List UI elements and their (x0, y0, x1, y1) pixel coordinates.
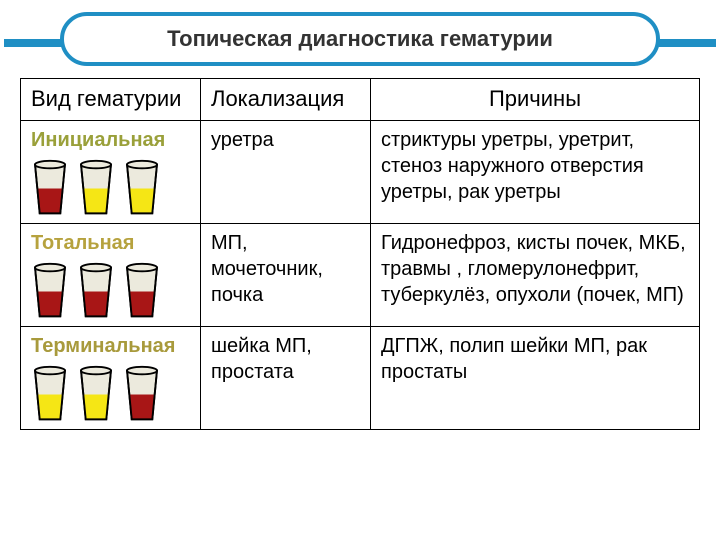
cup-icon (123, 159, 161, 217)
title-banner: Топическая диагностика гематурии (60, 12, 660, 66)
cup-icon (123, 262, 161, 320)
causes-cell: стриктуры уретры, уретрит, стеноз наружн… (371, 120, 700, 223)
cup-icon (31, 159, 69, 217)
cup-icon (123, 365, 161, 423)
type-cell: Тотальная (21, 223, 201, 326)
table-row: Тотальная МП, мочеточник, почкаГидронефр… (21, 223, 700, 326)
cup-icon (31, 262, 69, 320)
table-row: Инициальная уретрастриктуры уретры, урет… (21, 120, 700, 223)
header-type: Вид гематурии (21, 79, 201, 121)
causes-cell: Гидронефроз, кисты почек, МКБ, травмы , … (371, 223, 700, 326)
localization-cell: шейка МП, простата (201, 326, 371, 429)
cups-row (31, 262, 190, 320)
type-cell: Терминальная (21, 326, 201, 429)
title-text: Топическая диагностика гематурии (167, 26, 553, 51)
table-row: Терминальная шейка МП, простатаДГПЖ, пол… (21, 326, 700, 429)
type-label: Тотальная (31, 230, 190, 256)
localization-cell: уретра (201, 120, 371, 223)
type-label: Терминальная (31, 333, 190, 359)
header-causes: Причины (371, 79, 700, 121)
type-label: Инициальная (31, 127, 190, 153)
header-localization: Локализация (201, 79, 371, 121)
hematuria-table: Вид гематурии Локализация Причины Инициа… (20, 78, 700, 430)
table-header-row: Вид гематурии Локализация Причины (21, 79, 700, 121)
causes-cell: ДГПЖ, полип шейки МП, рак простаты (371, 326, 700, 429)
cups-row (31, 159, 190, 217)
localization-cell: МП, мочеточник, почка (201, 223, 371, 326)
cups-row (31, 365, 190, 423)
cup-icon (77, 159, 115, 217)
cup-icon (77, 365, 115, 423)
type-cell: Инициальная (21, 120, 201, 223)
cup-icon (31, 365, 69, 423)
cup-icon (77, 262, 115, 320)
